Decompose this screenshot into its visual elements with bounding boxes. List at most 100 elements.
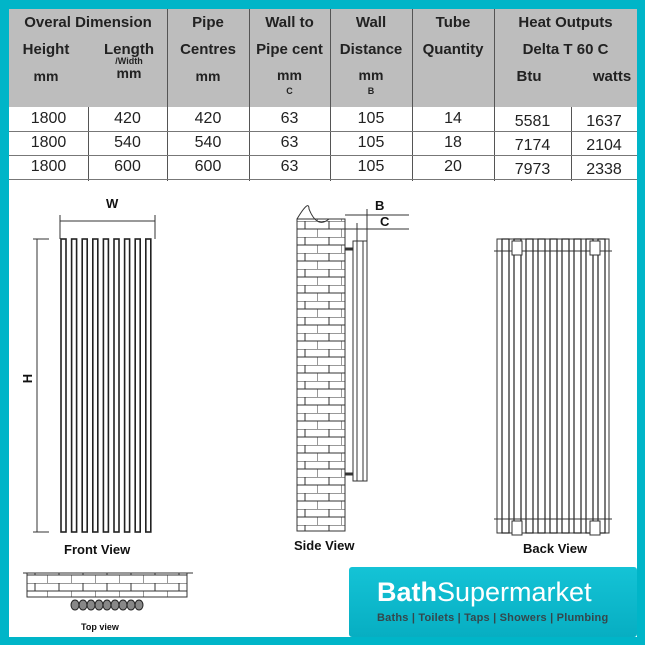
header-heat-outputs: Heat Outputs Delta T 60 C <box>494 9 637 107</box>
back-view-label: Back View <box>523 541 588 556</box>
front-tubes <box>60 238 152 533</box>
header-btu: Btu <box>516 68 542 85</box>
tube <box>60 238 67 533</box>
tube <box>145 238 152 533</box>
l1: Tube <box>435 14 471 31</box>
l2: Quantity <box>422 41 484 58</box>
back-tubes <box>501 238 606 534</box>
tube <box>94 599 104 611</box>
tube <box>525 238 534 534</box>
c-label: C <box>380 214 390 229</box>
table-cell: 2104 <box>586 137 622 154</box>
table-cell: 105 <box>357 158 385 175</box>
w-label: W <box>106 196 119 211</box>
b-label: B <box>375 198 385 213</box>
table-cell: 540 <box>114 134 141 151</box>
l1: Pipe <box>192 14 224 31</box>
table-cell: 600 <box>114 158 141 175</box>
side-view-drawing <box>296 205 409 532</box>
header-height-label: Height <box>22 41 70 58</box>
header-wall-to-pipe: Wall to Pipe cent mm C <box>249 9 330 107</box>
l1: Wall <box>355 14 387 31</box>
tube <box>585 238 594 534</box>
tube <box>134 238 141 533</box>
spec-sheet: Overal Dimension Height mm Length /Width… <box>9 9 637 637</box>
header-wall-distance: Wall Distance mm B <box>330 9 412 107</box>
table-cell: 2338 <box>586 161 622 178</box>
table-cell: 20 <box>444 158 462 175</box>
front-view-drawing <box>33 215 156 533</box>
header-height-unit: mm <box>33 68 59 84</box>
tube <box>86 599 96 611</box>
tube <box>513 238 522 534</box>
tube <box>561 238 570 534</box>
logo-tagline: Baths | Toilets | Taps | Showers | Plumb… <box>377 612 609 624</box>
table-cell: 105 <box>357 134 385 151</box>
tube <box>123 238 131 533</box>
table-cell: 420 <box>194 110 222 127</box>
tube <box>81 238 89 533</box>
divider <box>167 9 168 181</box>
divider <box>330 9 331 181</box>
table-cell: 600 <box>194 158 222 175</box>
side-view-label: Side View <box>294 538 355 553</box>
back-view-drawing <box>494 238 612 536</box>
tube <box>113 238 120 533</box>
table-cell: 5581 <box>514 113 551 130</box>
logo-brand-light: Supermarket <box>437 577 592 607</box>
bracket <box>511 520 523 536</box>
tube <box>102 599 112 611</box>
header-length-unit: mm <box>116 65 142 81</box>
bracket <box>589 520 601 536</box>
header-length: Length /Width mm <box>89 36 169 106</box>
tube <box>549 238 558 534</box>
logo-brand-bold: Bath <box>377 577 437 607</box>
table-cell: 63 <box>280 158 299 175</box>
l3: mm <box>358 67 384 83</box>
header-overall: Overal Dimension <box>9 9 167 107</box>
l3: mm <box>277 67 302 83</box>
l1: Wall to <box>265 14 314 31</box>
radiator-side <box>352 240 368 482</box>
table-cell: 1800 <box>30 158 67 175</box>
l3: mm <box>195 68 221 84</box>
wall-bricks <box>296 218 346 532</box>
top-view-label: Top view <box>81 622 119 632</box>
header-watts: watts <box>592 68 632 85</box>
table-cell: 1800 <box>30 110 67 127</box>
header-length-label: Length <box>104 41 154 58</box>
divider <box>88 107 89 181</box>
table-cell: 63 <box>280 110 299 127</box>
table-cell: 1800 <box>30 134 67 151</box>
l2: Centres <box>180 41 236 58</box>
table-cell: 540 <box>194 134 222 151</box>
table-cell: 63 <box>280 134 299 151</box>
tube <box>118 599 128 611</box>
bracket <box>589 240 601 256</box>
header-height: Height mm <box>9 36 83 106</box>
table-header <box>9 9 637 107</box>
tube <box>78 599 88 611</box>
tube <box>134 599 144 611</box>
tube <box>501 238 510 534</box>
tube <box>110 599 120 611</box>
l4: B <box>367 86 375 96</box>
table-cell: 420 <box>114 110 141 127</box>
table-row: 1800 420 420 63 105 14 5581 1637 <box>9 107 637 132</box>
header-length-width: /Width <box>115 56 143 66</box>
tube <box>126 599 136 611</box>
divider <box>249 9 250 181</box>
top-tubes <box>70 599 144 611</box>
table-cell: 105 <box>357 110 385 127</box>
tube <box>91 238 99 533</box>
table-row: 1800 540 540 63 105 18 7174 2104 <box>9 131 637 156</box>
table-cell: 1637 <box>586 113 622 130</box>
top-view-drawing <box>23 572 193 611</box>
header-overall-label: Overal Dimension <box>24 14 152 31</box>
divider <box>494 9 495 181</box>
table-cell: 14 <box>444 110 462 127</box>
header-pipe-centres: Pipe Centres mm <box>167 9 249 107</box>
tube <box>537 238 546 534</box>
tube <box>573 238 582 534</box>
bracket <box>511 240 523 256</box>
